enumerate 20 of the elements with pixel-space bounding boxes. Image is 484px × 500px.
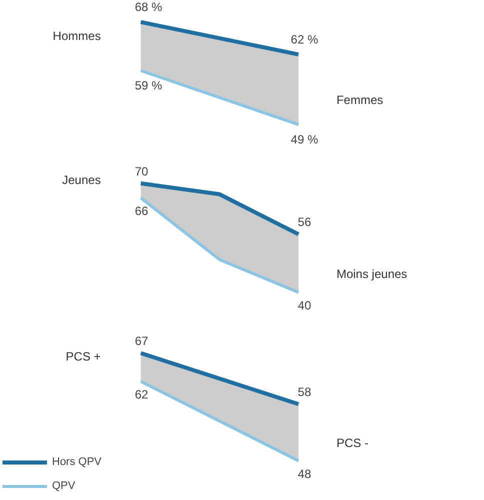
annotation: PCS - (336, 436, 368, 450)
annotation: Hommes (52, 29, 101, 44)
data-label: 67 (134, 334, 148, 348)
data-label: 62 % (290, 32, 318, 46)
annotation: Moins jeunes (336, 267, 408, 282)
legend-label: Hors QPV (52, 456, 102, 468)
data-label: 58 (298, 385, 312, 400)
data-label: 68 % (134, 0, 162, 14)
annotation: PCS + (66, 350, 101, 364)
annotation: Femmes (336, 92, 384, 107)
text: Jeunes (62, 172, 101, 187)
legend-label: QPV (52, 480, 76, 492)
data-label: 56 (298, 215, 312, 230)
data-label: 66 (134, 204, 148, 218)
data-label: 49 % (290, 132, 318, 147)
data-label: 48 (298, 466, 312, 481)
data-label: 62 (134, 387, 148, 402)
data-label: 40 (298, 298, 312, 312)
data-label: 59 % (134, 78, 162, 93)
data-label: 70 (134, 164, 148, 178)
